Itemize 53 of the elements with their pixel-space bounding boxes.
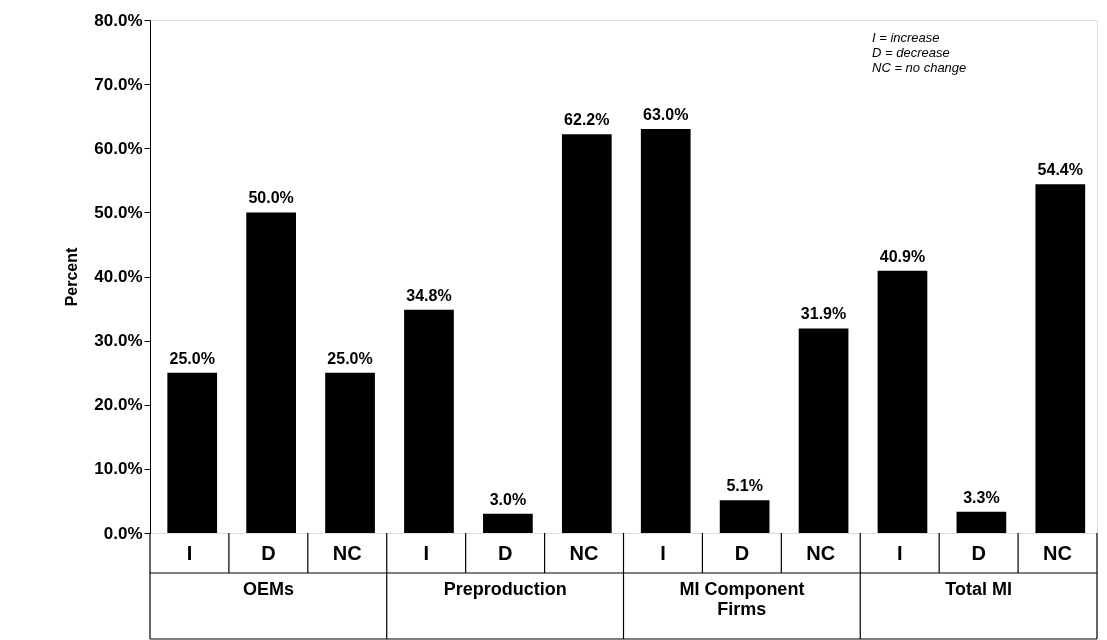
- bar: [640, 129, 691, 533]
- data-label: 3.0%: [489, 490, 527, 508]
- bar: [877, 270, 928, 533]
- data-label: 25.0%: [327, 349, 373, 367]
- y-tick-label: 40.0%: [94, 267, 143, 286]
- text: OEMs: [242, 579, 294, 599]
- data-label: 62.2%: [564, 111, 610, 129]
- annotation: NC = no change: [872, 60, 967, 75]
- x-tick-label: NC: [332, 542, 362, 564]
- y-tick-label: 20.0%: [94, 395, 143, 415]
- data-label: 50.0%: [248, 189, 294, 207]
- x-tick-label: D: [971, 542, 986, 564]
- x-tick-label: I: [896, 542, 903, 564]
- y-tick-label: 50.0%: [94, 202, 143, 222]
- bar: [1035, 184, 1086, 533]
- data-label: 5.1%: [726, 477, 763, 495]
- bar: [561, 134, 612, 533]
- y-tick-label: 0.0%: [103, 523, 143, 543]
- x-tick-label: NC: [806, 542, 836, 564]
- y-tick-label: 70.0%: [94, 74, 143, 94]
- data-label: 54.4%: [1037, 161, 1083, 179]
- data-label: 34.8%: [406, 286, 452, 304]
- x-tick-label: D: [261, 542, 276, 564]
- bar: [719, 500, 770, 533]
- y-tick-label: 10.0%: [94, 459, 143, 479]
- x-tick-label: I: [186, 542, 193, 564]
- data-label: 40.9%: [879, 247, 926, 265]
- bar: [167, 372, 218, 533]
- x-tick-label: NC: [569, 542, 599, 564]
- bar: [246, 212, 296, 533]
- bar: [325, 372, 375, 533]
- x-tick-label: I: [660, 542, 666, 564]
- text: Preproduction: [443, 579, 567, 599]
- data-label: 31.9%: [800, 305, 847, 323]
- y-axis-title: Percent: [63, 246, 81, 307]
- text: MI Component Firms: [679, 579, 805, 619]
- y-tick-label: 60.0%: [94, 138, 143, 158]
- x-tick-label: D: [734, 542, 750, 564]
- x-tick-label: I: [423, 542, 429, 564]
- y-tick-label: 30.0%: [94, 331, 143, 351]
- annotation: I = increase: [872, 30, 940, 45]
- bar: [956, 511, 1007, 533]
- x-tick-label: NC: [1043, 542, 1072, 564]
- bar: [483, 513, 533, 533]
- text: Total MI: [945, 579, 1012, 599]
- x-tick-label: D: [497, 542, 513, 564]
- annotation: D = decrease: [872, 45, 950, 60]
- data-label: 25.0%: [169, 349, 215, 367]
- bar: [404, 309, 454, 533]
- data-label: 63.0%: [643, 106, 689, 124]
- bar: [798, 328, 849, 533]
- y-tick-label: 80.0%: [94, 10, 143, 30]
- data-label: 3.3%: [963, 488, 1000, 506]
